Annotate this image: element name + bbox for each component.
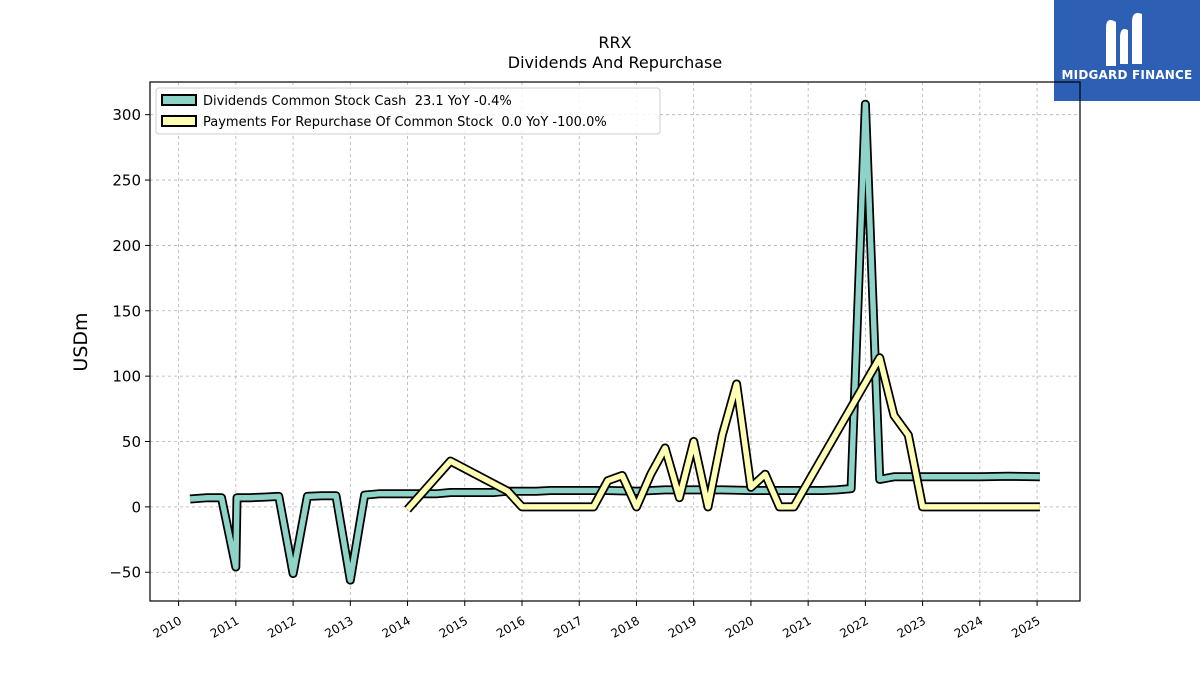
x-tick-label: 2015: [437, 613, 470, 640]
legend: Dividends Common Stock Cash 23.1 YoY -0.…: [155, 87, 661, 135]
legend-swatch-dividends: [161, 94, 197, 106]
legend-swatch-repurchase: [161, 115, 197, 127]
grid: [150, 82, 1080, 601]
y-tick-label: 250: [112, 172, 141, 190]
chart-subtitle: Dividends And Repurchase: [508, 53, 722, 72]
y-tick-label: 50: [122, 433, 141, 451]
axes-frame: [149, 81, 1081, 602]
x-tick-label: 2024: [952, 613, 985, 640]
plot-area: [189, 99, 1040, 585]
series-line-repurchase: [405, 355, 1040, 512]
chart-title: RRX: [598, 33, 631, 52]
x-tick-label: 2012: [265, 613, 298, 640]
midgard-logo-icon: [1106, 13, 1142, 66]
x-tick-label: 2013: [322, 613, 355, 640]
y-tick-label: 200: [112, 237, 141, 255]
legend-label-dividends: Dividends Common Stock Cash 23.1 YoY -0.…: [203, 94, 512, 109]
y-tick-label: 100: [112, 368, 141, 386]
y-tick-label: 0: [131, 498, 141, 516]
y-tick-label: 150: [112, 302, 141, 320]
logo-text: MIDGARD FINANCE: [1061, 68, 1193, 82]
y-tick-label: 300: [112, 106, 141, 124]
x-tick-label: 2011: [208, 613, 241, 640]
x-tick-label: 2018: [609, 613, 642, 640]
series-outline-dividends: [189, 99, 1040, 585]
x-tick-label: 2017: [551, 613, 584, 640]
legend-label-repurchase: Payments For Repurchase Of Common Stock …: [203, 115, 607, 130]
x-tick-label: 2022: [837, 613, 870, 640]
series-line-dividends: [189, 101, 1040, 583]
y-tick-label: −50: [109, 564, 141, 582]
x-tick-label: 2020: [723, 613, 756, 640]
axis-ticks: 2010 2011 2012 2013 2014 2015 2016 2017 2018 2019…: [109, 106, 1042, 641]
x-tick-label: 2016: [494, 613, 527, 640]
x-tick-label: 2010: [151, 613, 184, 640]
legend-frame: [155, 87, 661, 135]
y-axis-label: USDm: [70, 312, 92, 371]
logo-box: MIDGARD FINANCE: [1054, 0, 1200, 101]
x-tick-label: 2019: [666, 613, 699, 640]
x-tick-label: 2025: [1009, 613, 1042, 640]
x-tick-label: 2023: [895, 613, 928, 640]
x-tick-label: 2021: [780, 613, 813, 640]
x-tick-label: 2014: [380, 613, 413, 640]
